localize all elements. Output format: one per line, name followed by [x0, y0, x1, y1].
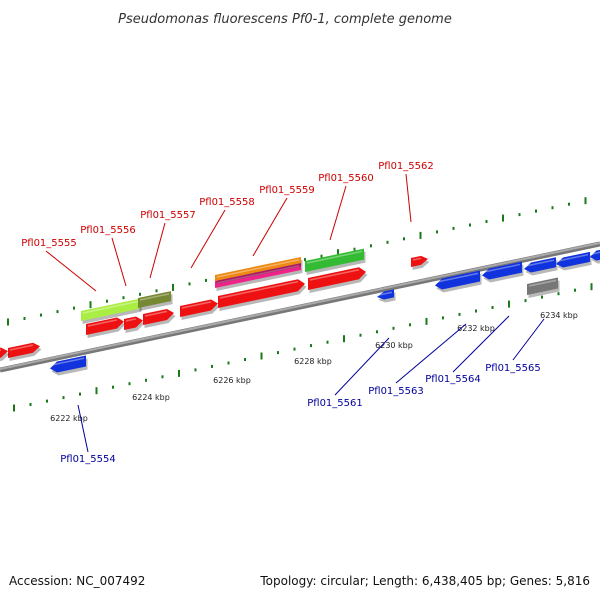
axis-label-kbp: 6224 kbp	[132, 393, 170, 402]
gene-feature-forward[interactable]	[308, 267, 368, 293]
leader-line	[149, 222, 166, 279]
gene-label-forward[interactable]: Pfl01_5557	[140, 210, 196, 221]
leader-line	[512, 318, 545, 361]
gene-label-reverse[interactable]: Pfl01_5565	[485, 363, 541, 374]
gene-feature-reverse[interactable]	[50, 355, 88, 376]
feature-bar-green[interactable]	[305, 248, 366, 275]
gene-label-forward[interactable]: Pfl01_5562	[378, 161, 434, 172]
axis-label-kbp: 6222 kbp	[50, 414, 88, 423]
feature-bar-yellowgreen[interactable]	[81, 298, 142, 324]
gene-label-forward[interactable]: Pfl01_5555	[21, 238, 77, 249]
leader-line	[452, 315, 510, 373]
gene-label-reverse[interactable]: Pfl01_5554	[60, 454, 116, 465]
backbone	[0, 241, 600, 373]
axis-label-kbp: 6228 kbp	[294, 357, 332, 366]
axis-labels: 6222 kbp 6224 kbp 6226 kbp 6228 kbp 6230 kbp…	[50, 311, 578, 423]
leader-line	[395, 323, 467, 384]
axis-label-kbp: 6232 kbp	[457, 324, 495, 333]
gene-label-forward[interactable]: Pfl01_5556	[80, 225, 136, 236]
gene-feature-reverse[interactable]	[590, 249, 600, 264]
gene-feature-reverse[interactable]	[524, 257, 558, 276]
gene-feature-forward[interactable]	[411, 255, 430, 270]
leader-line	[190, 209, 226, 269]
gene-feature-forward[interactable]	[180, 299, 220, 320]
leader-line	[111, 237, 127, 287]
gene-feature-forward[interactable]	[218, 279, 307, 311]
leader-line	[252, 197, 288, 257]
gene-feature-forward[interactable]	[8, 342, 42, 361]
leader-lines	[45, 173, 545, 453]
gene-feature-forward[interactable]	[86, 317, 126, 338]
gene-label-reverse[interactable]: Pfl01_5563	[368, 386, 424, 397]
axis-label-kbp: 6234 kbp	[540, 311, 578, 320]
gene-feature-reverse[interactable]	[556, 251, 592, 271]
gene-label-forward[interactable]: Pfl01_5558	[199, 197, 255, 208]
feature-bar-orange[interactable]	[215, 256, 303, 284]
accession-text: Accession: NC_007492	[9, 574, 145, 588]
gene-feature-forward[interactable]	[124, 316, 145, 333]
feature-layer	[0, 248, 600, 376]
gene-feature-reverse[interactable]	[482, 261, 524, 283]
leader-line	[77, 404, 89, 453]
axis-label-kbp: 6226 kbp	[213, 376, 251, 385]
feature-bar-gray[interactable]	[527, 277, 560, 298]
leader-line	[334, 337, 390, 396]
leader-line	[405, 173, 412, 223]
feature-bar-olive[interactable]	[138, 291, 173, 311]
gene-label-forward[interactable]: Pfl01_5559	[259, 185, 315, 196]
gene-feature-reverse[interactable]	[435, 270, 482, 293]
leader-line	[329, 185, 347, 241]
gene-label-reverse[interactable]: Pfl01_5561	[307, 398, 363, 409]
feature-bar-magenta[interactable]	[215, 262, 303, 291]
leader-line	[45, 250, 97, 292]
gene-feature-forward[interactable]	[0, 347, 10, 365]
gene-label-forward[interactable]: Pfl01_5560	[318, 173, 374, 184]
genome-title: Pseudomonas fluorescens Pf0-1, complete …	[118, 12, 452, 27]
gene-label-reverse[interactable]: Pfl01_5564	[425, 374, 481, 385]
inner-tick-track	[13, 283, 593, 412]
genome-summary-text: Topology: circular; Length: 6,438,405 bp…	[259, 574, 590, 588]
axis-label-kbp: 6230 kbp	[375, 341, 413, 350]
gene-feature-forward[interactable]	[143, 308, 176, 328]
gene-feature-reverse[interactable]	[377, 289, 396, 303]
